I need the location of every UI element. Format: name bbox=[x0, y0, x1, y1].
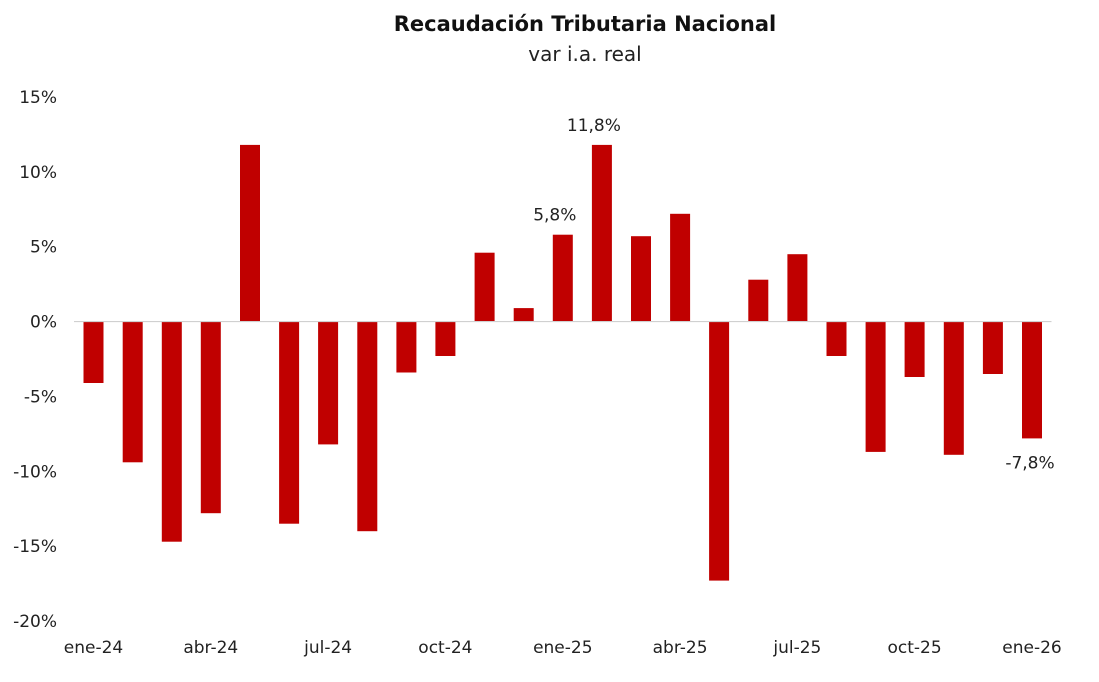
y-tick-label: 0% bbox=[30, 313, 57, 333]
y-tick-label: 10% bbox=[19, 163, 57, 183]
y-tick-label: -5% bbox=[24, 387, 57, 407]
x-tick-label: ene-25 bbox=[533, 638, 592, 658]
bar-jul-24 bbox=[318, 321, 339, 445]
bar-jun-25 bbox=[748, 279, 769, 322]
bar-dic-25 bbox=[982, 321, 1003, 374]
bar-mar-25 bbox=[631, 236, 651, 322]
bar-may-25 bbox=[709, 321, 730, 581]
bar-nov-25 bbox=[943, 321, 964, 455]
chart-title: Recaudación Tributaria Nacional bbox=[393, 12, 777, 36]
bar-may-24 bbox=[240, 144, 260, 322]
x-tick-label: jul-25 bbox=[772, 638, 821, 658]
bar-dic-24 bbox=[513, 308, 534, 322]
bar-abr-25 bbox=[670, 213, 691, 322]
bar-jun-24 bbox=[279, 321, 300, 524]
x-tick-label: ene-24 bbox=[64, 638, 123, 658]
y-tick-label: -20% bbox=[13, 612, 57, 632]
chart-subtitle: var i.a. real bbox=[528, 42, 642, 66]
bar-ene-26 bbox=[1022, 321, 1042, 439]
bar-oct-25 bbox=[904, 321, 925, 377]
x-tick-label: oct-24 bbox=[418, 638, 472, 658]
y-tick-label: -10% bbox=[13, 462, 57, 482]
x-tick-label: abr-24 bbox=[183, 638, 238, 658]
bar-jul-25 bbox=[787, 254, 808, 322]
bar-feb-24 bbox=[122, 321, 143, 463]
y-tick-label: -15% bbox=[13, 537, 57, 557]
data-label: 11,8% bbox=[567, 116, 621, 136]
bar-nov-24 bbox=[474, 252, 495, 322]
bar-feb-25 bbox=[591, 144, 612, 322]
bar-series bbox=[83, 144, 1042, 581]
bar-ago-24 bbox=[357, 321, 378, 532]
bar-mar-24 bbox=[161, 321, 182, 542]
bar-abr-24 bbox=[200, 321, 221, 514]
data-label: 5,8% bbox=[533, 206, 576, 226]
bar-ene-25 bbox=[552, 234, 573, 322]
x-tick-label: abr-25 bbox=[653, 638, 708, 658]
bar-oct-24 bbox=[435, 321, 456, 356]
x-tick-label: oct-25 bbox=[888, 638, 942, 658]
x-tick-label: jul-24 bbox=[303, 638, 352, 658]
y-tick-label: 15% bbox=[19, 88, 57, 108]
y-tick-label: 5% bbox=[30, 238, 57, 258]
bar-ene-24 bbox=[83, 321, 104, 383]
x-axis-ticks: ene-24 abr-24 jul-24 oct-24 ene-25 abr-25 jul-… bbox=[64, 638, 1062, 658]
bar-sep-24 bbox=[396, 321, 417, 373]
y-axis-ticks: 15% 10% 5% 0% -5% -10% -15% -20% bbox=[13, 88, 57, 632]
bar-ago-25 bbox=[826, 321, 847, 356]
data-label: -7,8% bbox=[1005, 453, 1054, 473]
bar-sep-25 bbox=[865, 321, 886, 452]
data-labels: 5,8% 11,8% -7,8% bbox=[533, 116, 1054, 473]
x-tick-label: ene-26 bbox=[1002, 638, 1061, 658]
